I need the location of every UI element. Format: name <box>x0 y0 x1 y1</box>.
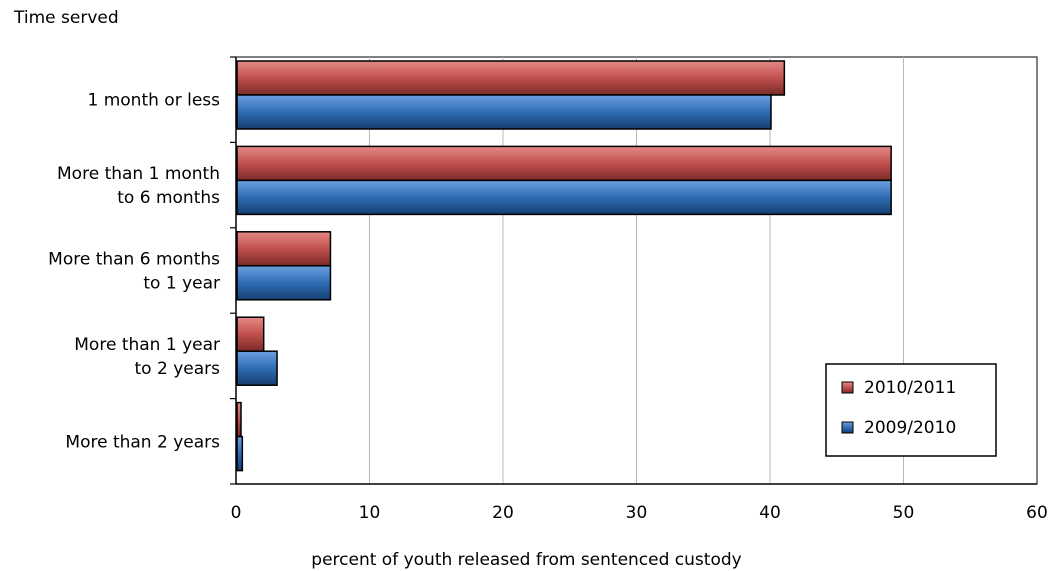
x-tick-label: 60 <box>1026 503 1048 523</box>
bar <box>236 231 332 267</box>
bar <box>236 145 892 182</box>
bar <box>236 265 332 301</box>
bar <box>236 435 244 472</box>
legend-box <box>825 363 997 457</box>
x-tick-label: 40 <box>759 503 781 523</box>
legend: 2010/2011 2009/2010 <box>825 363 997 457</box>
x-tick-label: 20 <box>492 503 514 523</box>
x-tick-label: 50 <box>893 503 915 523</box>
x-axis-title: percent of youth released from sentenced… <box>311 550 742 570</box>
legend-swatch <box>841 381 854 394</box>
category-label: More than 2 years <box>65 432 220 452</box>
y-axis-title: Time served <box>14 8 119 28</box>
bar <box>236 94 772 130</box>
legend-label: 2009/2010 <box>864 418 956 438</box>
x-tick-label: 30 <box>626 503 648 523</box>
category-label: More than 1 year to 2 years <box>74 335 220 379</box>
bar <box>236 60 786 96</box>
bar <box>236 179 892 216</box>
category-label: More than 6 months to 1 year <box>48 250 220 294</box>
bar <box>236 350 278 386</box>
category-label: 1 month or less <box>88 91 221 111</box>
x-tick-label: 10 <box>359 503 381 523</box>
x-tick-label: 0 <box>231 503 242 523</box>
bar <box>236 316 265 352</box>
legend-label: 2010/2011 <box>864 378 956 398</box>
legend-swatch <box>841 421 854 434</box>
category-label: More than 1 month to 6 months <box>57 164 220 208</box>
bar <box>236 401 242 438</box>
